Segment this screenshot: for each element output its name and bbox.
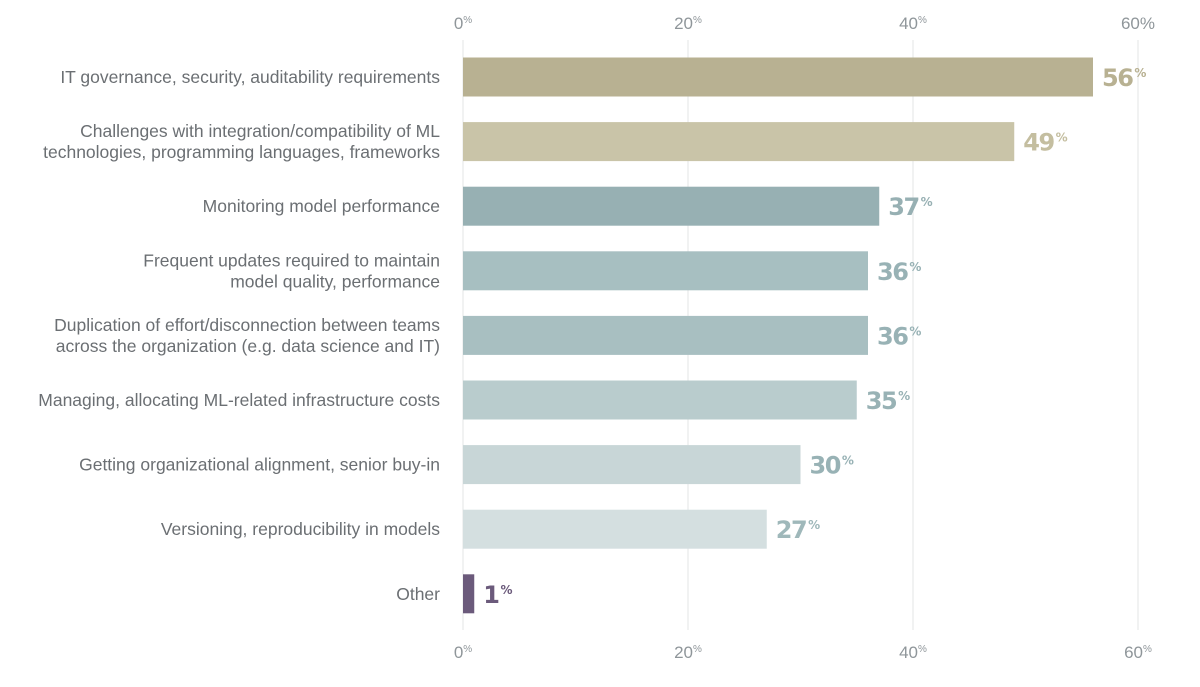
value-label: 30% [810, 452, 854, 480]
category-label: Other [396, 584, 440, 604]
x-tick-label-top: 60% [1121, 14, 1155, 33]
value-label: 35% [866, 387, 910, 415]
x-tick-label-bottom: 20% [674, 643, 702, 662]
bar-1 [463, 122, 1015, 162]
category-label: Getting organizational alignment, senior… [79, 455, 440, 475]
axis-ticks: 0% 0% 20% 20% 40% 40% 60% 60% [454, 14, 1155, 662]
bars [463, 57, 1093, 614]
value-label: 36% [877, 258, 921, 286]
bar-7 [463, 509, 767, 549]
category-label: Duplication of effort/disconnection betw… [54, 315, 440, 335]
category-label: Challenges with integration/compatibilit… [80, 121, 440, 141]
value-label: 56% [1102, 64, 1146, 92]
x-tick-label-bottom: 60% [1124, 643, 1152, 662]
value-label: 49% [1023, 129, 1067, 157]
category-label: technologies, programming languages, fra… [43, 142, 440, 162]
bar-6 [463, 445, 801, 485]
bar-3 [463, 251, 868, 291]
category-label: Monitoring model performance [203, 196, 440, 216]
x-tick-label-top: 20% [674, 14, 702, 33]
x-tick-label-bottom: 0% [454, 643, 472, 662]
x-tick-label-top: 40% [899, 14, 927, 33]
value-label: 37% [888, 193, 932, 221]
category-label: Versioning, reproducibility in models [161, 519, 440, 539]
x-tick-label-bottom: 40% [899, 643, 927, 662]
category-label: Frequent updates required to maintain [143, 250, 440, 270]
category-labels: IT governance, security, auditability re… [38, 67, 440, 604]
category-label: IT governance, security, auditability re… [60, 67, 440, 87]
value-label: 27% [776, 516, 820, 544]
category-label: model quality, performance [230, 271, 440, 291]
bar-8 [463, 574, 475, 614]
bar-4 [463, 315, 868, 355]
value-label: 36% [877, 322, 921, 350]
bar-5 [463, 380, 857, 420]
bar-0 [463, 57, 1093, 97]
category-label: across the organization (e.g. data scien… [56, 336, 440, 356]
category-label: Managing, allocating ML-related infrastr… [38, 390, 440, 410]
bar-2 [463, 186, 880, 226]
value-label: 1% [483, 581, 512, 609]
value-labels: 56 % 49 % 37 % 36 % 36 % 35 % 30 % 27 % 1% [483, 64, 1148, 609]
x-tick-label-top: 0% [454, 14, 472, 33]
